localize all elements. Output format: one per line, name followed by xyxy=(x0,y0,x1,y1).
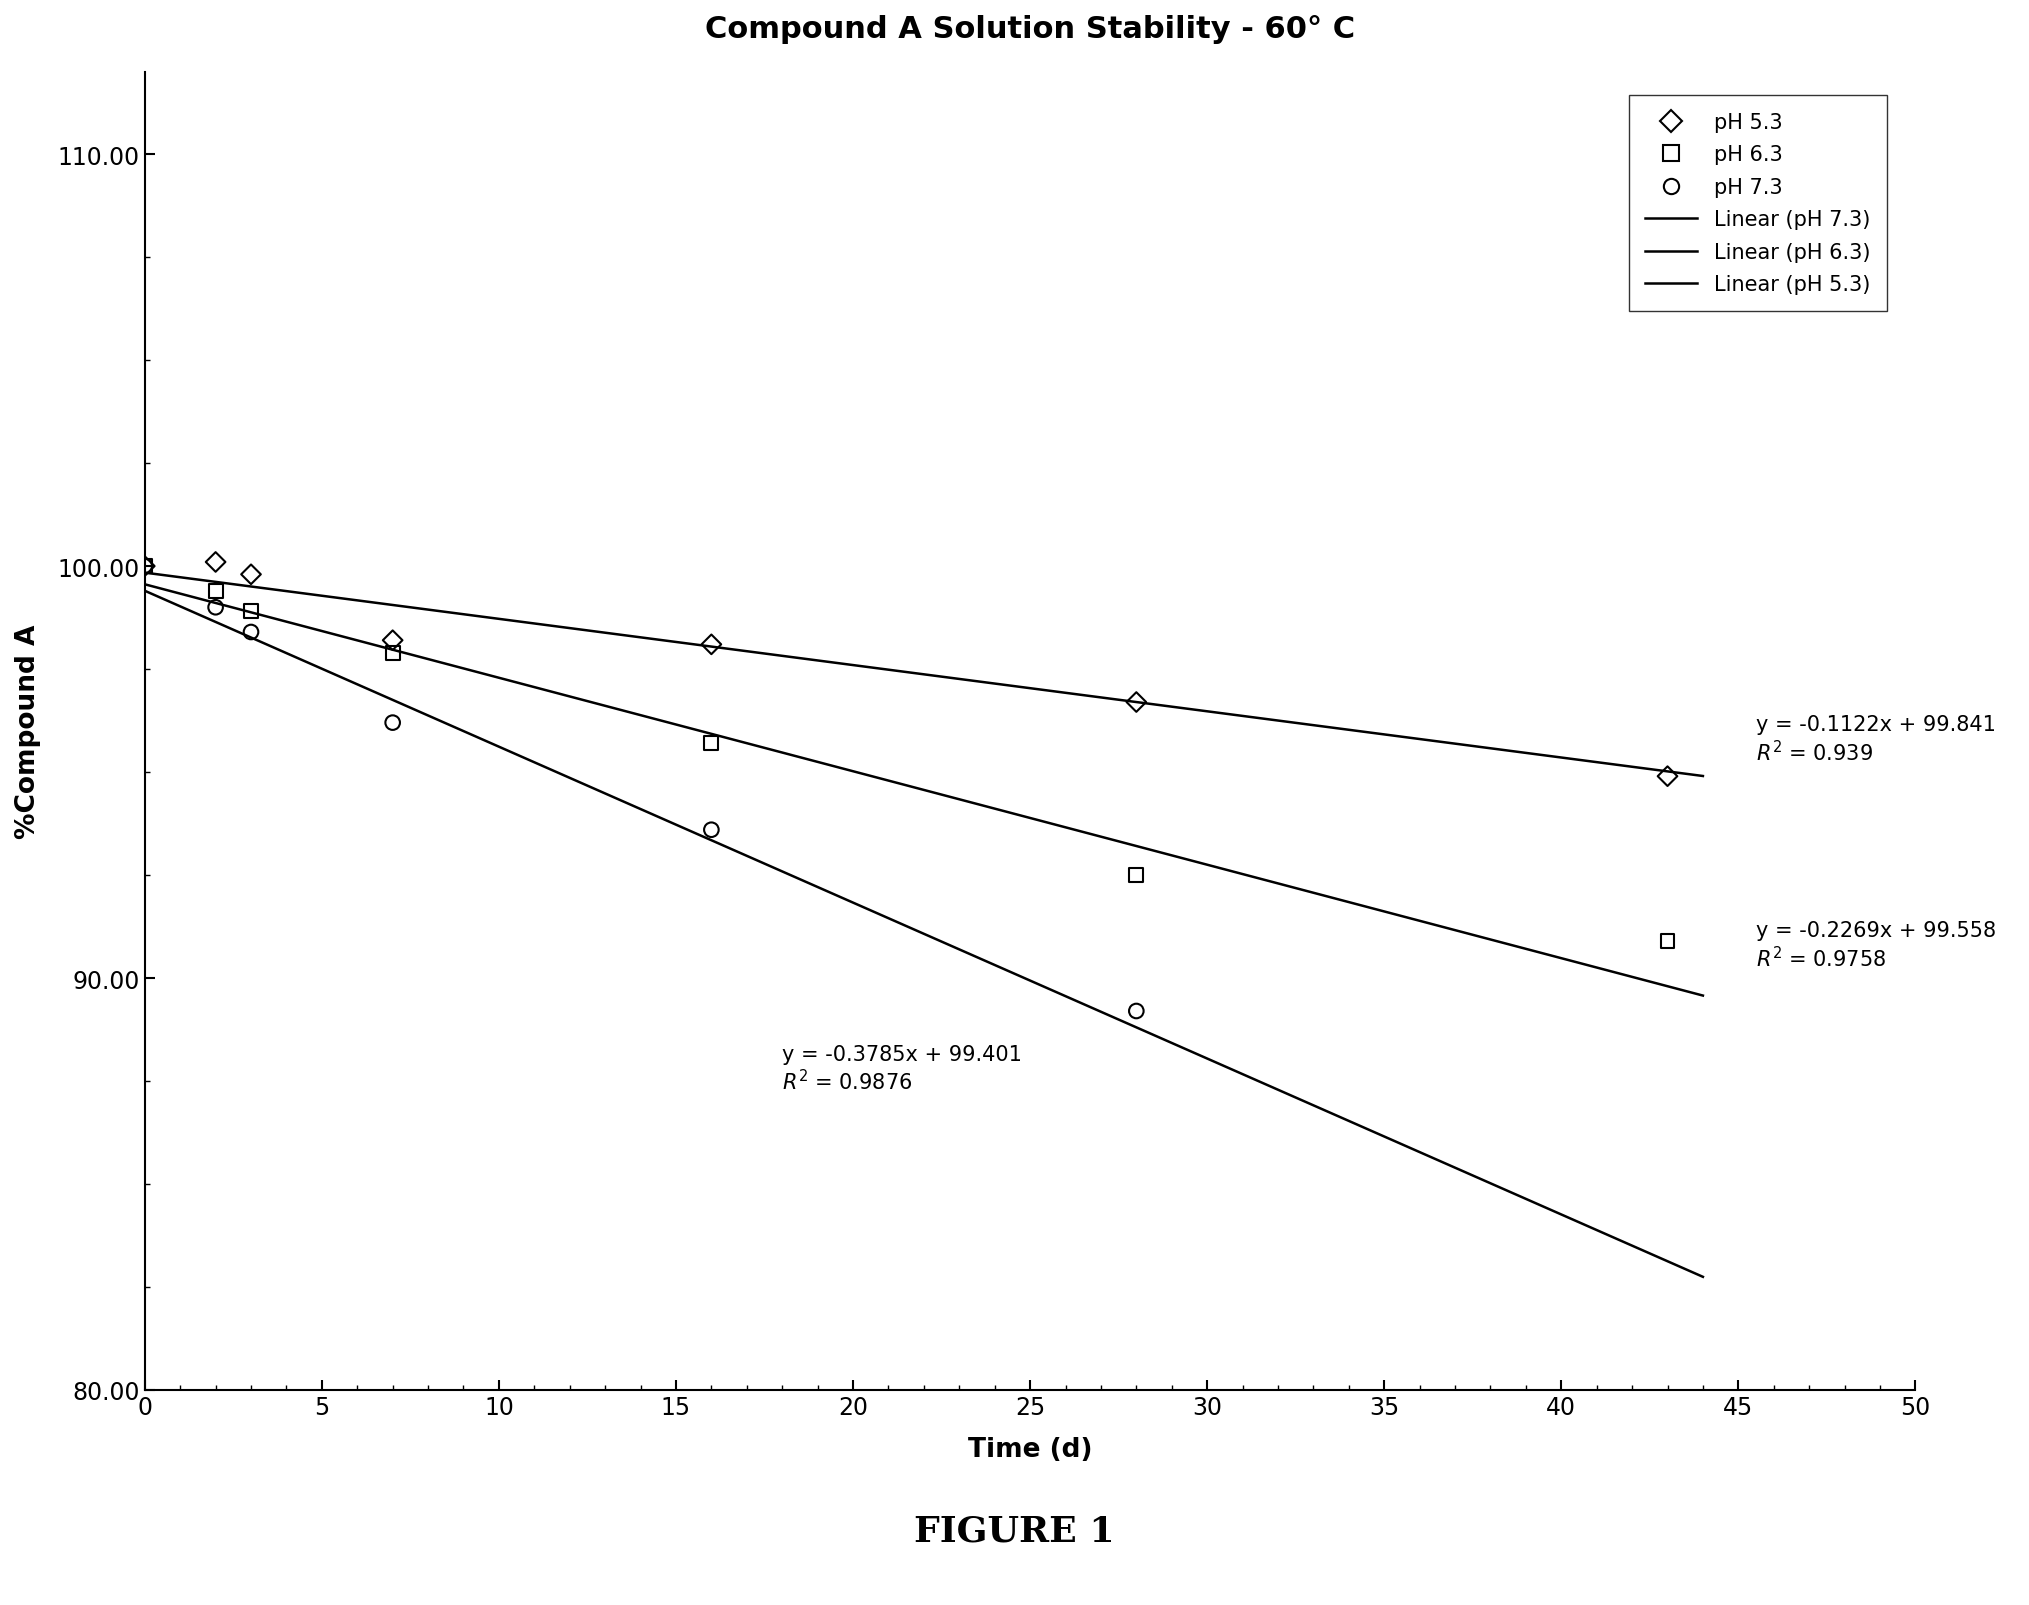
Point xyxy=(128,554,160,579)
Point xyxy=(1652,929,1684,955)
Point xyxy=(235,599,268,624)
Point xyxy=(199,551,231,576)
Point xyxy=(235,620,268,645)
Legend: pH 5.3, pH 6.3, pH 7.3, Linear (pH 7.3), Linear (pH 6.3), Linear (pH 5.3): pH 5.3, pH 6.3, pH 7.3, Linear (pH 7.3),… xyxy=(1629,96,1887,311)
Point xyxy=(235,562,268,587)
Text: y = -0.2269x + 99.558
$R^2$ = 0.9758: y = -0.2269x + 99.558 $R^2$ = 0.9758 xyxy=(1755,921,1997,969)
Point xyxy=(696,632,728,658)
Point xyxy=(199,578,231,603)
Point xyxy=(128,554,160,579)
Point xyxy=(199,595,231,621)
Point xyxy=(1120,998,1152,1024)
Title: Compound A Solution Stability - 60° C: Compound A Solution Stability - 60° C xyxy=(704,14,1355,43)
Text: y = -0.1122x + 99.841
$R^2$ = 0.939: y = -0.1122x + 99.841 $R^2$ = 0.939 xyxy=(1755,714,1997,764)
Point xyxy=(696,730,728,756)
Point xyxy=(128,554,160,579)
Point xyxy=(696,817,728,843)
X-axis label: Time (d): Time (d) xyxy=(968,1435,1092,1462)
Text: FIGURE 1: FIGURE 1 xyxy=(915,1514,1114,1547)
Point xyxy=(377,711,410,737)
Y-axis label: %Compound A: %Compound A xyxy=(14,624,41,838)
Point xyxy=(377,628,410,653)
Text: y = -0.3785x + 99.401
$R^2$ = 0.9876: y = -0.3785x + 99.401 $R^2$ = 0.9876 xyxy=(783,1045,1023,1093)
Point xyxy=(1652,764,1684,790)
Point xyxy=(1120,690,1152,716)
Point xyxy=(377,640,410,666)
Point xyxy=(1120,862,1152,888)
